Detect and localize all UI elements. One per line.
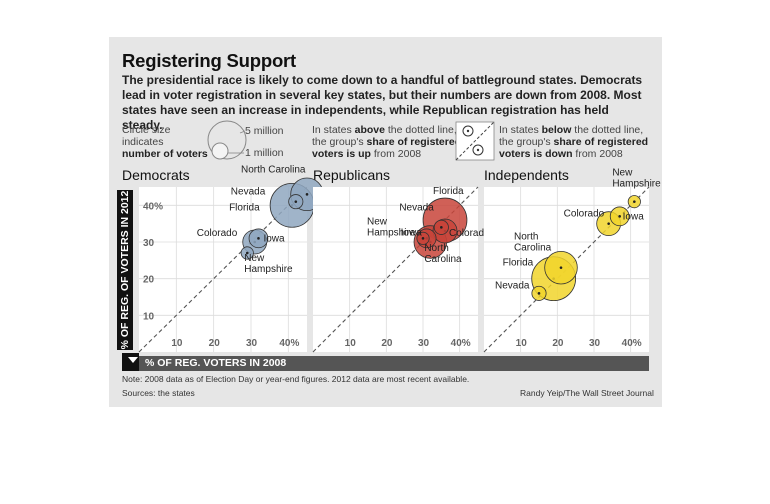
- size-legend-line3: number of voters: [122, 148, 208, 160]
- x-tick-label: 30: [418, 338, 430, 349]
- sources: Sources: the states: [122, 388, 195, 398]
- state-label-new-hampshire: New Hampshire: [367, 216, 416, 238]
- state-label-nevada: Nevada: [231, 187, 266, 198]
- size-legend-big: 5 million: [245, 125, 284, 137]
- bubble-center-dot: [537, 292, 541, 295]
- above-legend-line1: In states above the dotted line,: [312, 124, 457, 136]
- x-tick-label: 40%: [279, 338, 299, 349]
- chart-title-democrats: Democrats: [122, 167, 190, 183]
- size-legend-small-circle: [211, 142, 229, 160]
- state-label-florida: Florida: [503, 258, 534, 269]
- bubble-center-dot: [257, 237, 260, 240]
- bubble-center-dot: [245, 251, 249, 255]
- chart-title-republicans: Republicans: [313, 167, 391, 183]
- x-tick-label: 10: [171, 338, 183, 349]
- below-legend-line3: voters is down from 2008: [499, 148, 623, 160]
- size-legend-line1: Circle size: [122, 124, 171, 136]
- chart-democrats: 10 20 30 40% 10 20 30 40% North Carolina Nevada Fl…: [138, 164, 324, 353]
- x-tick-label: 30: [589, 338, 601, 349]
- x-tick-label: 10: [345, 338, 357, 349]
- bubble-center-dot: [559, 266, 563, 269]
- state-label-north-carolina: North Carolina: [424, 243, 462, 265]
- state-label-nevada: Nevada: [399, 202, 434, 213]
- credit: Randy Yeip/The Wall Street Journal: [520, 388, 654, 398]
- bubble-center-dot: [633, 200, 636, 203]
- above-legend-line3: voters is up from 2008: [312, 148, 422, 160]
- state-label-north-carolina: North Carolina: [514, 232, 552, 254]
- bubble-center-dot: [618, 215, 621, 218]
- bubble-center-dot: [440, 226, 443, 229]
- y-tick-label: 10: [143, 311, 155, 322]
- state-label-iowa: Iowa: [263, 233, 285, 244]
- y-tick-label: 30: [143, 238, 155, 249]
- y-tick-label: 20: [143, 275, 155, 286]
- x-tick-label: 30: [246, 338, 258, 349]
- below-legend-line1: In states below the dotted line,: [499, 124, 644, 136]
- x-axis-label-bar: [139, 356, 649, 371]
- y-tick-label: 40%: [143, 201, 163, 212]
- page-title: Registering Support: [122, 50, 297, 71]
- bubble-center-dot: [305, 193, 309, 196]
- state-label-colorado: Colorado: [564, 209, 605, 220]
- state-label-new-hampshire: New Hampshire: [612, 168, 661, 190]
- chart-independents: 10 20 30 40% New Hampshire Colorado Iowa North Ca…: [483, 168, 661, 353]
- below-legend-line2: the group's share of registered: [499, 136, 649, 148]
- size-legend-line2: indicates: [122, 136, 164, 148]
- size-legend-small: 1 million: [245, 147, 284, 159]
- state-label-iowa: Iowa: [401, 227, 423, 238]
- x-tick-label: 10: [516, 338, 528, 349]
- state-label-north-carolina: North Carolina: [241, 164, 306, 175]
- state-label-colorado: Colorado: [449, 228, 490, 239]
- x-tick-label: 40%: [622, 338, 642, 349]
- above-legend-line2: the group's share of registered: [312, 136, 462, 148]
- y-axis-label-bar: % OF REG. OF VOTERS IN 2012: [117, 190, 133, 350]
- bubble-center-dot: [421, 237, 425, 240]
- state-label-florida: Florida: [433, 186, 464, 197]
- equal-share-line: [312, 186, 479, 353]
- equal-share-line: [483, 186, 650, 353]
- x-tick-label: 20: [552, 338, 564, 349]
- intro-text: The presidential race is likely to come …: [122, 73, 643, 132]
- state-label-iowa: Iowa: [623, 211, 645, 222]
- footnote: Note: 2008 data as of Election Day or ye…: [122, 374, 470, 384]
- state-label-new-hampshire: New Hampshire: [244, 253, 293, 275]
- x-axis-arrow-icon: [128, 357, 138, 363]
- state-label-colorado: Colorado: [197, 228, 238, 239]
- chart-title-independents: Independents: [484, 167, 569, 183]
- x-tick-label: 20: [209, 338, 221, 349]
- state-label-florida: Florida: [229, 202, 260, 213]
- bubble-center-dot: [294, 200, 298, 203]
- x-tick-label: 40%: [451, 338, 471, 349]
- state-label-nevada: Nevada: [495, 280, 530, 291]
- direction-legend-icon: [455, 121, 495, 161]
- x-tick-label: 20: [381, 338, 393, 349]
- bubble-center-dot: [607, 222, 610, 225]
- size-legend-circles: [207, 120, 247, 160]
- x-axis-label: % OF REG. VOTERS IN 2008: [145, 357, 287, 369]
